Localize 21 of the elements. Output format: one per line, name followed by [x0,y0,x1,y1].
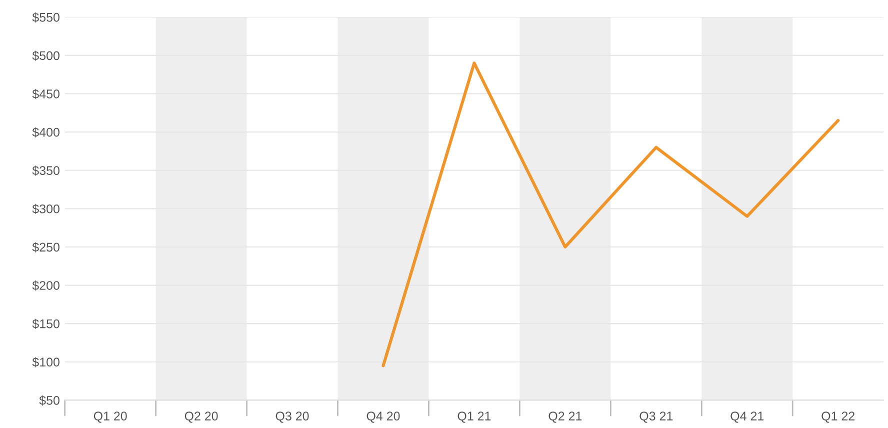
y-tick-label: $450 [32,89,60,100]
y-tick-label: $200 [32,280,60,291]
x-tick-label: Q3 20 [276,412,309,423]
y-tick-label: $400 [32,127,60,138]
y-tick-label: $550 [32,12,60,23]
y-tick-label: $500 [32,50,60,61]
x-tick-label: Q1 22 [822,412,854,423]
x-tick-label: Q1 20 [94,412,127,423]
x-tick-label: Q1 21 [458,412,491,423]
y-tick-label: $100 [32,357,60,368]
x-tick-label: Q2 21 [548,412,582,423]
x-tick-label: Q4 21 [730,412,764,423]
y-tick-label: $350 [32,166,60,176]
line-series [382,62,840,368]
y-tick-label: $250 [32,242,60,252]
x-tick-label: Q4 20 [366,412,400,423]
y-tick-label: $50 [39,395,60,406]
x-tick-label: Q3 21 [640,412,673,423]
x-tick-label: Q2 20 [184,412,218,423]
y-tick-label: $150 [32,318,60,329]
y-tick-label: $300 [32,204,60,214]
